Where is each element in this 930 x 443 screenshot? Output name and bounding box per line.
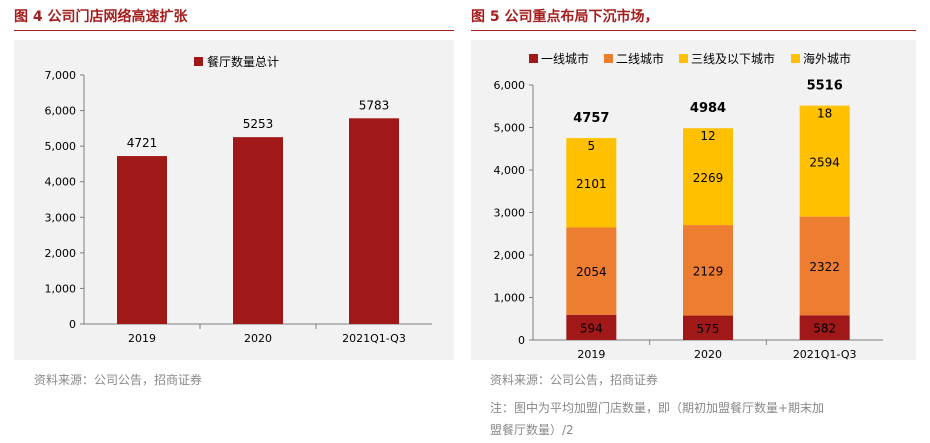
- right-bar-segment: [566, 227, 617, 315]
- left-title-rule: [14, 30, 454, 31]
- right-total-label: 4757: [573, 111, 609, 126]
- right-y-tick-label: 3,000: [494, 207, 526, 220]
- right-legend-swatch: [604, 54, 613, 63]
- left-bar-data-label: 5783: [359, 98, 390, 112]
- left-y-tick-label: 6,000: [45, 105, 77, 118]
- right-bar-segment: [683, 128, 733, 129]
- right-total-label: 5516: [807, 79, 843, 94]
- left-bar: [233, 137, 283, 324]
- right-segment-data-label: 5: [588, 139, 596, 153]
- right-bar-segment: [799, 315, 850, 340]
- right-segment-data-label: 18: [817, 107, 832, 121]
- right-footnote: 注：图中为平均加盟门店数量，即（期初加盟餐厅数量+期末加 盟餐厅数量）/2: [490, 397, 915, 441]
- right-bar-segment: [683, 315, 733, 340]
- left-y-tick-label: 4,000: [45, 176, 77, 189]
- right-bar-segment: [566, 314, 617, 340]
- right-legend-label: 海外城市: [803, 51, 851, 66]
- right-segment-data-label: 2129: [693, 264, 724, 278]
- right-segment-data-label: 2322: [809, 260, 840, 274]
- right-segment-data-label: 594: [580, 321, 603, 335]
- left-y-tick-label: 3,000: [45, 211, 77, 224]
- right-footnote-line-2: 盟餐厅数量）/2: [490, 423, 574, 437]
- left-bar: [349, 118, 399, 324]
- right-bar-segment: [683, 225, 733, 316]
- right-title-rule: [471, 30, 916, 31]
- left-y-tick-label: 5,000: [45, 140, 77, 153]
- right-y-tick-label: 6,000: [494, 79, 526, 92]
- right-y-tick-label: 1,000: [494, 292, 526, 305]
- left-x-tick-label: 2019: [128, 332, 156, 345]
- right-y-tick-label: 2,000: [494, 249, 526, 262]
- right-source-note: 资料来源：公司公告，招商证券: [490, 373, 659, 387]
- right-chart: 0 1,000 2,000 3,000 4,000 5,000 6,000 2019 2020 2…: [494, 51, 883, 361]
- left-y-tick-label: 7,000: [45, 69, 77, 82]
- right-footnote-line-1: 注：图中为平均加盟门店数量，即（期初加盟餐厅数量+期末加: [490, 401, 825, 415]
- left-y-tick-label: 0: [69, 318, 76, 331]
- right-figure-title: 图 5 公司重点布局下沉市场，: [471, 9, 659, 25]
- right-x-tick-label: 2019: [577, 348, 605, 360]
- left-figure-title: 图 4 公司门店网络高速扩张: [14, 9, 188, 25]
- left-x-tick-label: 2020: [244, 332, 272, 345]
- left-legend-swatch: [194, 57, 203, 66]
- right-segment-data-label: 2101: [576, 177, 607, 191]
- left-bar: [117, 156, 167, 324]
- right-legend-swatch: [679, 54, 688, 63]
- right-bar-segment: [799, 105, 850, 107]
- right-legend-label: 二线城市: [616, 51, 664, 66]
- left-y-tick-label: 1,000: [45, 282, 77, 295]
- right-segment-data-label: 2054: [576, 265, 607, 279]
- left-chart: 0 1,000 2,000 3,000 4,000 5,000 6,000 7,000 2019…: [45, 54, 432, 345]
- right-x-tick-label: 2021Q1-Q3: [793, 348, 857, 360]
- right-segment-data-label: 2269: [693, 171, 724, 185]
- right-chart-panel: 0 1,000 2,000 3,000 4,000 5,000 6,000 2019 2020 2…: [471, 40, 916, 361]
- right-segment-data-label: 582: [813, 322, 836, 336]
- left-x-tick-label: 2021Q1-Q3: [342, 332, 406, 345]
- right-total-label: 4984: [690, 101, 726, 116]
- right-segment-data-label: 12: [700, 129, 715, 143]
- left-y-tick-label: 2,000: [45, 247, 77, 260]
- left-legend-label: 餐厅数量总计: [207, 54, 279, 69]
- right-x-tick-label: 2020: [694, 348, 722, 360]
- right-bar-segment: [566, 138, 617, 228]
- right-y-tick-label: 0: [518, 334, 525, 347]
- left-bar-data-label: 4721: [127, 136, 158, 150]
- right-legend-swatch: [791, 54, 800, 63]
- right-legend-swatch: [529, 54, 538, 63]
- right-y-tick-label: 4,000: [494, 164, 526, 177]
- left-source-note: 资料来源：公司公告，招商证券: [34, 373, 203, 387]
- right-bar-segment: [683, 128, 733, 226]
- right-bar-segment: [799, 216, 850, 316]
- right-segment-data-label: 2594: [809, 155, 840, 169]
- right-bar-segment: [799, 106, 850, 217]
- right-legend-label: 一线城市: [541, 51, 589, 66]
- right-y-tick-label: 5,000: [494, 122, 526, 135]
- right-legend-label: 三线及以下城市: [691, 51, 775, 66]
- right-segment-data-label: 575: [697, 322, 720, 336]
- left-bar-data-label: 5253: [243, 117, 274, 131]
- left-chart-panel: 0 1,000 2,000 3,000 4,000 5,000 6,000 7,000 2019…: [14, 40, 454, 360]
